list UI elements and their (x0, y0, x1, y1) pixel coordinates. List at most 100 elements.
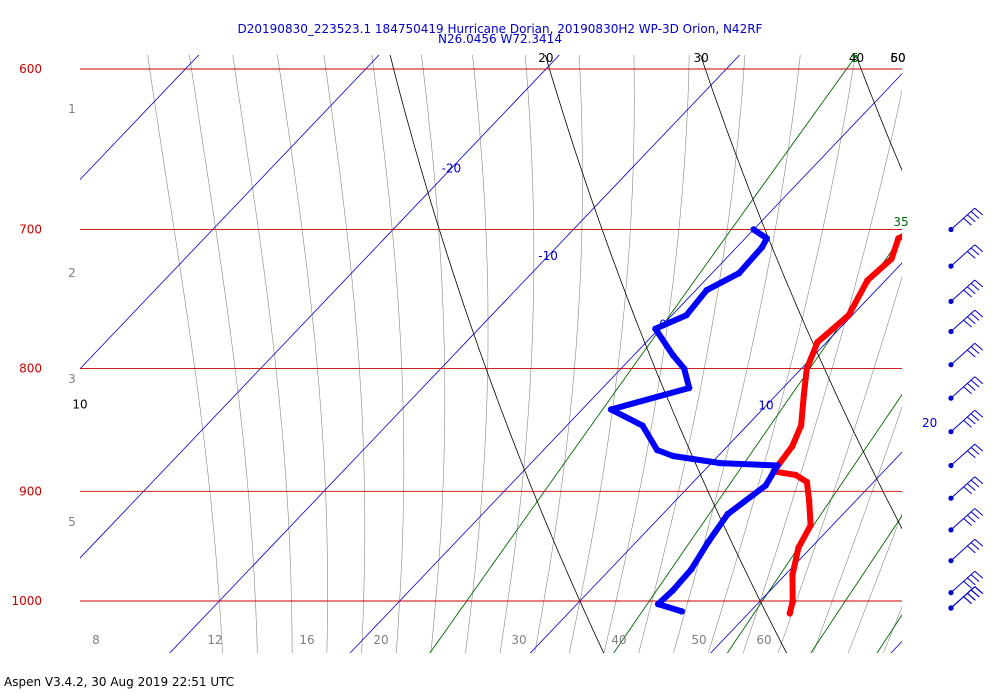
isotherm-line (80, 55, 560, 559)
wind-barb-flag (966, 286, 976, 295)
temperature-profile-point (789, 571, 796, 578)
wind-barb-flag (970, 413, 980, 422)
dewpoint-profile-point (639, 422, 646, 429)
moist-adiabat (277, 55, 328, 653)
dewpoint-profile-point (669, 587, 676, 594)
temperature-profile-point (789, 597, 796, 605)
wind-barb-flag (970, 542, 980, 550)
wind-barb-flag (966, 545, 976, 554)
moist-adiabat (812, 406, 902, 653)
moist-adiabat (742, 89, 902, 653)
temperature-profile-point (792, 471, 799, 479)
wind-barb-flag (966, 592, 976, 601)
wind-barb-flag (970, 313, 980, 321)
bottom-axis-label: 30 (511, 633, 526, 647)
isotherm-line (80, 55, 380, 370)
wind-barb (948, 376, 984, 401)
wind-barb-staff (950, 508, 976, 531)
dewpoint-profile-point (724, 511, 731, 518)
moist-adiabat (638, 55, 746, 653)
temperature-profile-point (789, 443, 796, 450)
moist-adiabat (883, 606, 902, 653)
isotherm-label: 20 (922, 416, 937, 430)
dewpoint-profile-point (703, 287, 710, 294)
dewpoint-profile-point (654, 600, 662, 608)
altitude-label: 1 (68, 102, 76, 116)
dewpoint-profile-point (762, 482, 769, 489)
wind-barb (948, 309, 984, 335)
wind-barb-flag (963, 217, 972, 226)
wind-barb-flag (974, 508, 984, 516)
pressure-label: 600 (19, 62, 42, 76)
wind-barb-flag (970, 511, 980, 520)
temperature-profile-point (888, 255, 895, 263)
wind-barb (948, 342, 984, 368)
wind-barb-flag (966, 349, 976, 358)
wind-barb (948, 570, 984, 596)
wind-barb-flag (966, 316, 976, 325)
altitude-label: 5 (68, 515, 76, 529)
wind-barb-staff (950, 309, 976, 332)
moist-adiabat (907, 0, 1000, 681)
moist-adiabat (673, 55, 801, 653)
dewpoint-profile-point (717, 459, 724, 467)
pressure-label: 1000 (11, 594, 42, 608)
wind-barb-staff (950, 244, 976, 267)
wind-barb-flag (963, 289, 972, 298)
dewpoint-profile-point (652, 325, 659, 332)
wind-barb-flag (974, 376, 984, 385)
grid-layer (80, 0, 1000, 681)
wind-barb-flag (974, 207, 984, 216)
wind-barb (948, 443, 984, 469)
dewpoint-profile-point (683, 312, 690, 319)
dewpoint-profile-point (653, 446, 661, 454)
mixing-ratio-line (810, 515, 902, 653)
wind-barb-flag (963, 386, 972, 395)
wind-barb (948, 279, 984, 304)
wind-barb-flag (974, 443, 984, 452)
wind-barb-flag (970, 574, 980, 582)
wind-barb-flag (963, 596, 972, 604)
temperature-profile-point (803, 365, 810, 372)
wind-barb-flag (966, 416, 976, 425)
wind-barb-staff (950, 342, 976, 366)
dewpoint-profile-point (686, 384, 693, 392)
wind-barb-flag (974, 476, 984, 485)
bottom-axis-label: 20 (373, 633, 388, 647)
wind-barb-flag (963, 420, 972, 428)
wind-barb-flag (974, 309, 984, 318)
wind-barb-flag (963, 580, 972, 589)
wind-barb-flag (966, 214, 976, 223)
dewpoint-profile-point (681, 365, 688, 372)
moist-adiabat (323, 55, 366, 653)
wind-barb-flag (963, 518, 972, 526)
dewpoint-profile-point (735, 270, 743, 277)
temperature-profile-point (864, 277, 871, 284)
bottom-axis-label: 60 (756, 633, 771, 647)
moist-adiabat (371, 55, 405, 653)
wind-barb-flag (970, 346, 980, 354)
wind-barb-staff (950, 538, 976, 562)
dry-adiabat-label: 60 (890, 51, 905, 65)
wind-barb-flag (970, 447, 980, 455)
mixing-ratio-label: 35 (893, 215, 908, 229)
dewpoint-profile-point (705, 538, 712, 546)
dewpoint-profile-point (669, 452, 677, 460)
temperature-profile-point (814, 339, 821, 346)
moist-adiabat (499, 55, 535, 653)
wind-barb-flag (974, 570, 984, 579)
temperature-profile-line (770, 233, 902, 617)
moist-adiabat (707, 55, 856, 653)
dewpoint-profile-point (774, 462, 781, 469)
moist-adiabat (189, 55, 258, 653)
dry-adiabat-line (389, 55, 605, 653)
isotherm-line (80, 55, 200, 181)
wind-barb-flag (966, 383, 976, 391)
isotherm-line (529, 262, 902, 653)
bottom-axis-label: 40 (611, 633, 626, 647)
temperature-profile-point (803, 478, 811, 486)
wind-barb-flag (966, 483, 976, 491)
wind-barb-flag (966, 577, 976, 586)
wind-barb-flag (963, 486, 972, 495)
